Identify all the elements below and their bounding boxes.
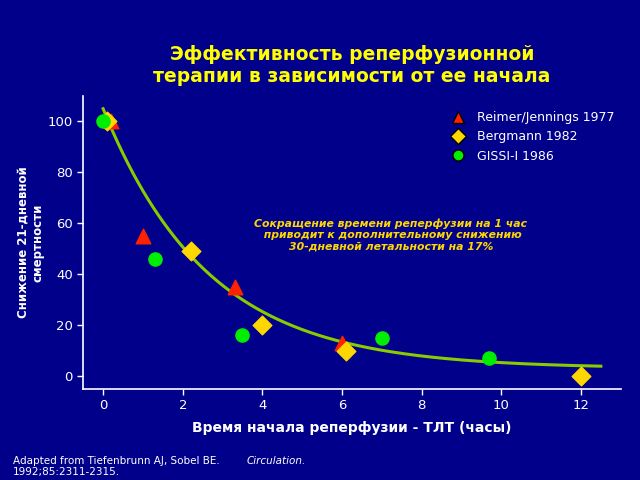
Point <box>150 255 160 263</box>
Point <box>377 334 387 342</box>
Text: Сокращение времени реперфузии на 1 час
 приводит к дополнительному снижению
30-д: Сокращение времени реперфузии на 1 час п… <box>255 218 527 252</box>
Legend: Reimer/Jennings 1977, Bergmann 1982, GISSI-I 1986: Reimer/Jennings 1977, Bergmann 1982, GIS… <box>446 111 614 163</box>
Point <box>106 118 116 125</box>
Y-axis label: Снижение 21-дневной
смертности: Снижение 21-дневной смертности <box>17 167 45 318</box>
Text: Circulation.: Circulation. <box>246 456 306 466</box>
Point <box>576 372 586 380</box>
Point <box>138 232 148 240</box>
Point <box>337 339 347 347</box>
Text: 1992;85:2311-2315.: 1992;85:2311-2315. <box>13 467 120 477</box>
Point <box>229 283 239 291</box>
Point <box>186 248 196 255</box>
Title: Эффективность реперфузионной
терапии в зависимости от ее начала: Эффективность реперфузионной терапии в з… <box>154 45 550 86</box>
Point <box>102 118 112 125</box>
Point <box>484 354 495 362</box>
Point <box>98 118 108 125</box>
Point <box>257 321 268 329</box>
Point <box>237 332 248 339</box>
Text: Adapted from Tiefenbrunn AJ, Sobel BE.: Adapted from Tiefenbrunn AJ, Sobel BE. <box>13 456 223 466</box>
Point <box>341 347 351 354</box>
X-axis label: Время начала реперфузии - ТЛТ (часы): Время начала реперфузии - ТЛТ (часы) <box>192 420 512 434</box>
